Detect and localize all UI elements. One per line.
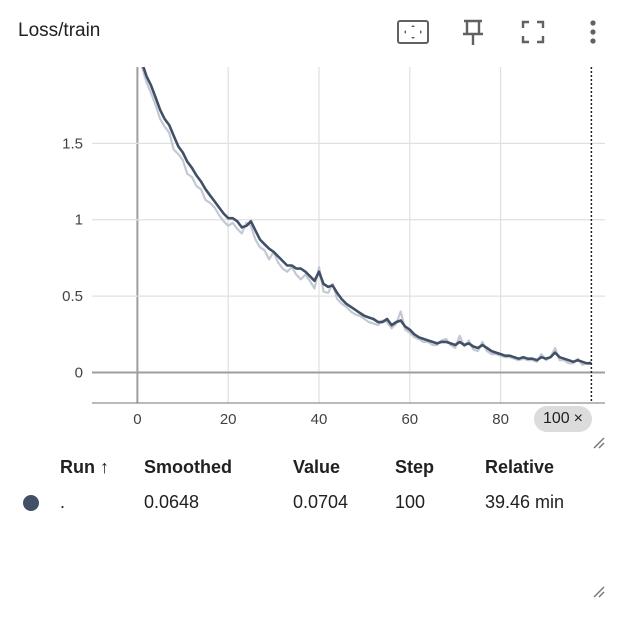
loss-chart[interactable]: 0 20 40 60 80 0 0.5 1 1.5 <box>0 60 621 440</box>
more-options-button[interactable] <box>575 14 611 50</box>
header-relative[interactable]: Relative <box>485 456 555 477</box>
pin-icon <box>463 19 483 45</box>
relative-time: 39.46 min <box>485 491 565 512</box>
fullscreen-button[interactable] <box>515 14 551 50</box>
x-tick-label: 40 <box>311 411 328 428</box>
run-name: . <box>60 491 66 512</box>
close-icon[interactable]: × <box>573 410 584 427</box>
more-vert-icon <box>590 20 596 44</box>
x-tick-label: 60 <box>401 411 418 428</box>
hover-step-label: 100 <box>542 410 570 427</box>
header-value[interactable]: Value <box>293 456 341 477</box>
step-value: 100 <box>395 491 426 512</box>
hover-step-tag[interactable]: 100 × <box>534 406 592 432</box>
header-run[interactable]: Run ↑ <box>60 456 109 477</box>
header-smoothed[interactable]: Smoothed <box>144 456 232 477</box>
header-color <box>18 452 60 482</box>
run-color-dot <box>23 494 39 511</box>
table-row: . 0.0648 0.0704 100 39.46 min <box>18 482 595 522</box>
fit-domain-icon <box>397 20 429 44</box>
pin-button[interactable] <box>455 14 491 50</box>
y-tick-label: 0 <box>75 364 83 381</box>
smoothed-series-line <box>142 67 592 365</box>
y-tick-label: 1.5 <box>62 135 83 152</box>
x-tick-label: 80 <box>492 411 509 428</box>
chart-area[interactable]: 0 20 40 60 80 0 0.5 1 1.5 <box>0 60 621 440</box>
fit-domain-button[interactable] <box>395 14 431 50</box>
raw-value: 0.0704 <box>293 491 349 512</box>
y-tick-label: 1 <box>75 212 83 229</box>
runs-table: Run ↑ Smoothed Value Step Relative . 0.0… <box>18 452 595 522</box>
card-title: Loss/train <box>18 20 101 41</box>
raw-series-line <box>140 67 592 366</box>
y-tick-label: 0.5 <box>62 288 83 305</box>
x-tick-label: 0 <box>133 411 141 428</box>
x-tick-label: 20 <box>220 411 237 428</box>
table-header-row: Run ↑ Smoothed Value Step Relative <box>18 452 595 482</box>
run-color-cell <box>18 482 60 522</box>
header-step[interactable]: Step <box>395 456 435 477</box>
smoothed-value: 0.0648 <box>144 491 200 512</box>
resize-handle-icon[interactable] <box>592 436 606 450</box>
fullscreen-icon <box>521 20 545 44</box>
resize-handle-icon[interactable] <box>592 585 606 599</box>
